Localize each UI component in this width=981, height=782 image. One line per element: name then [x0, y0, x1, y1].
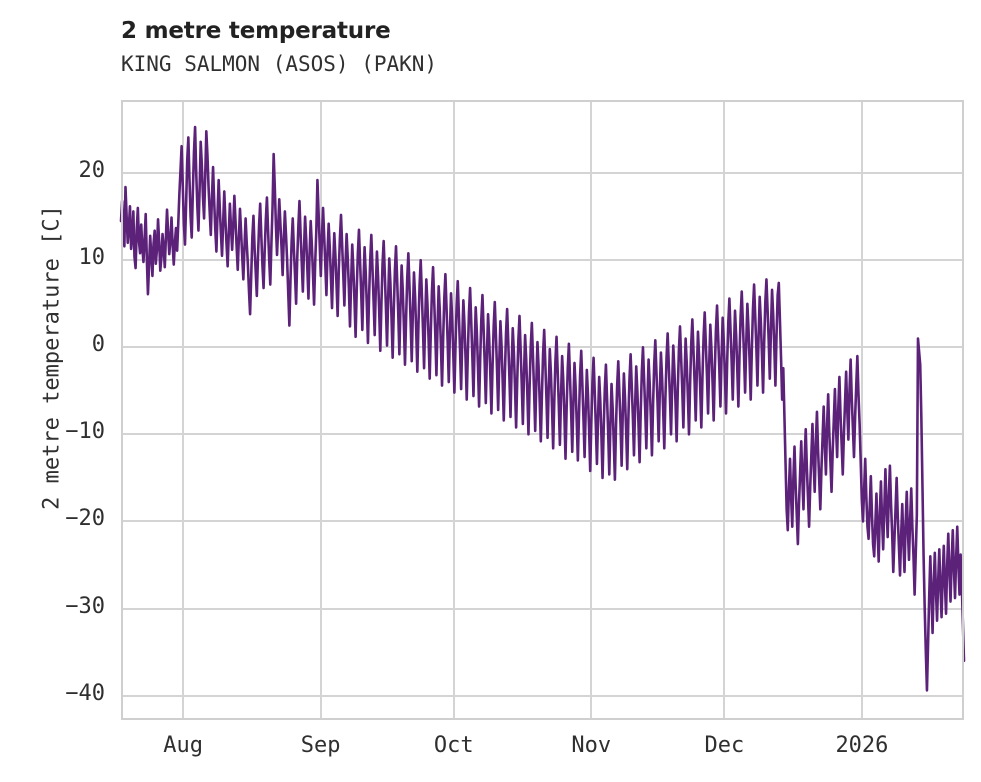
y-tick-label: −30: [65, 593, 105, 619]
chart-subtitle: KING SALMON (ASOS) (PAKN): [121, 52, 438, 76]
y-tick-label: 0: [91, 332, 105, 358]
x-tick-label: Dec: [704, 733, 745, 758]
temperature-series: [119, 125, 966, 692]
x-tick-label: Sep: [300, 733, 341, 758]
y-tick-label: −40: [65, 680, 105, 706]
y-tick-label: −20: [65, 506, 105, 532]
y-tick-label: 20: [78, 158, 106, 184]
series-line: [119, 125, 966, 692]
x-tick-label: 2026: [835, 733, 889, 758]
x-tick-label: Nov: [571, 733, 612, 758]
y-tick-label: −10: [65, 419, 105, 445]
x-tick-label: Oct: [433, 733, 474, 758]
y-tick-label: 10: [78, 245, 106, 271]
chart-title: 2 metre temperature: [121, 18, 391, 44]
plot-area: [119, 100, 966, 720]
x-tick-label: Aug: [163, 733, 203, 758]
